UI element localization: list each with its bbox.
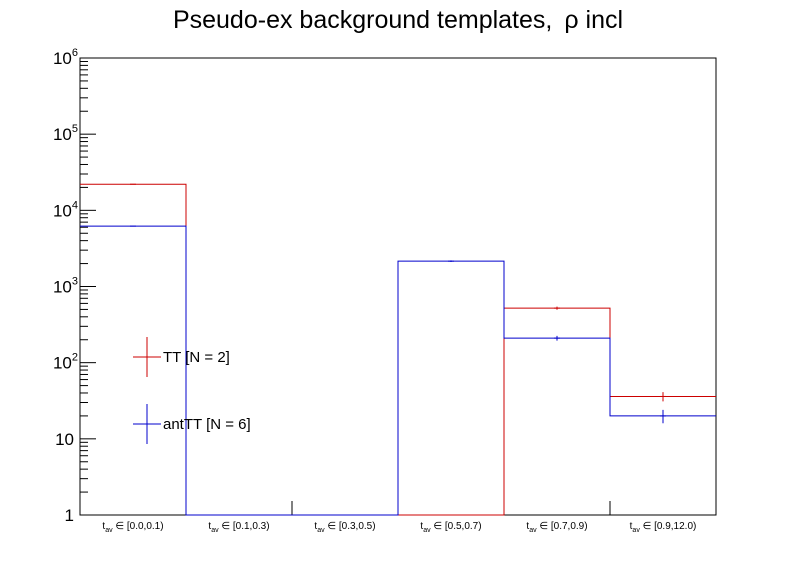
title-symbol: ρ incl <box>564 6 624 34</box>
x-category-label: tav ∈ [0.1,0.3) <box>208 521 269 534</box>
title-main: Pseudo-ex background templates, <box>172 6 553 34</box>
y-tick-label: 103 <box>53 276 78 297</box>
x-category-label: tav ∈ [0.9,12.0) <box>630 521 697 534</box>
chart-title: Pseudo-ex background templates, ρ incl <box>0 6 796 35</box>
y-tick-label: 10 <box>55 430 74 449</box>
y-tick-label: 104 <box>53 199 78 220</box>
legend-label: antTT [N = 6] <box>163 416 251 433</box>
x-category-label: tav ∈ [0.3,0.5) <box>314 521 375 534</box>
x-category-label: tav ∈ [0.7,0.9) <box>526 521 587 534</box>
legend-label: TT [N = 2] <box>163 349 230 366</box>
y-tick-label: 102 <box>53 352 78 373</box>
y-tick-label: 1 <box>65 506 74 525</box>
y-tick-label: 106 <box>53 47 78 68</box>
x-category-label: tav ∈ [0.0,0.1) <box>102 521 163 534</box>
y-tick-label: 105 <box>53 123 78 144</box>
x-category-label: tav ∈ [0.5,0.7) <box>420 521 481 534</box>
series-2-step-line <box>80 225 716 516</box>
